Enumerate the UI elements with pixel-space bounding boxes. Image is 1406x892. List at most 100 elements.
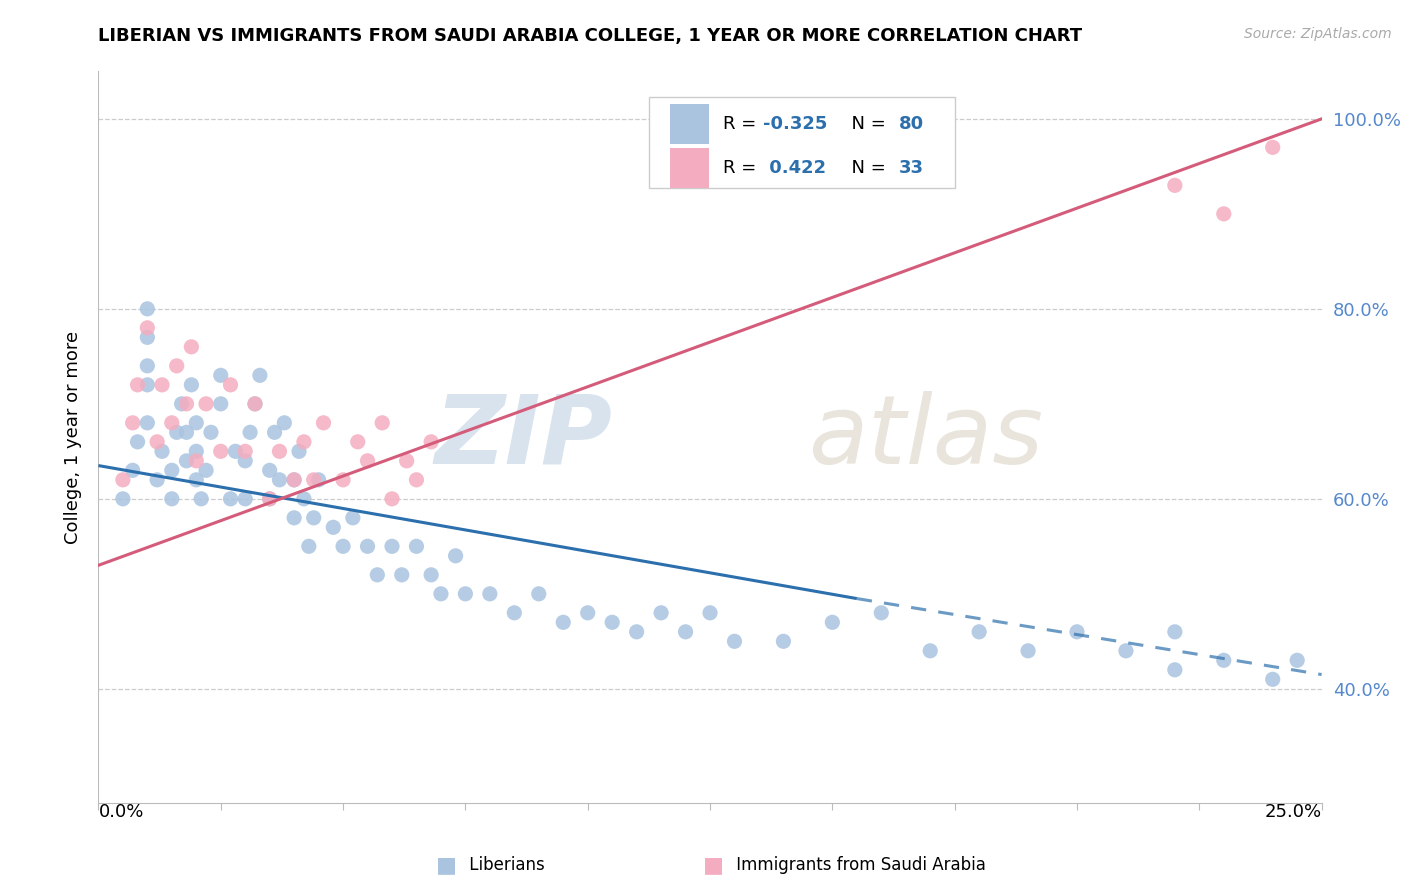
Point bbox=[308, 473, 330, 487]
Point bbox=[166, 359, 188, 373]
Point bbox=[821, 615, 844, 630]
Point bbox=[298, 539, 321, 553]
Point bbox=[136, 359, 159, 373]
Point bbox=[381, 539, 404, 553]
Point bbox=[259, 491, 281, 506]
Text: LIBERIAN VS IMMIGRANTS FROM SAUDI ARABIA COLLEGE, 1 YEAR OR MORE CORRELATION CHA: LIBERIAN VS IMMIGRANTS FROM SAUDI ARABIA… bbox=[98, 27, 1083, 45]
Point bbox=[186, 444, 208, 458]
Point bbox=[283, 473, 305, 487]
Point bbox=[444, 549, 467, 563]
Point bbox=[195, 397, 218, 411]
Point bbox=[395, 454, 418, 468]
Point bbox=[180, 340, 202, 354]
Point bbox=[600, 615, 623, 630]
Point bbox=[209, 368, 232, 383]
Point bbox=[219, 377, 242, 392]
Point bbox=[1212, 207, 1234, 221]
Point bbox=[576, 606, 599, 620]
Point bbox=[430, 587, 453, 601]
Point bbox=[176, 454, 198, 468]
Point bbox=[249, 368, 271, 383]
Point bbox=[146, 434, 169, 449]
Point bbox=[356, 454, 378, 468]
Text: atlas: atlas bbox=[808, 391, 1043, 483]
Point bbox=[170, 397, 193, 411]
Point bbox=[269, 473, 291, 487]
Point bbox=[302, 511, 325, 525]
Point bbox=[150, 377, 173, 392]
Point bbox=[527, 587, 550, 601]
Point bbox=[233, 444, 256, 458]
Point bbox=[967, 624, 990, 639]
Point bbox=[233, 491, 256, 506]
Point bbox=[1164, 178, 1187, 193]
Point bbox=[302, 473, 325, 487]
Point bbox=[209, 397, 232, 411]
Point bbox=[233, 454, 256, 468]
Point bbox=[405, 473, 427, 487]
Point bbox=[136, 330, 159, 344]
Point bbox=[136, 377, 159, 392]
Point bbox=[1164, 663, 1187, 677]
Point bbox=[332, 539, 354, 553]
Text: 25.0%: 25.0% bbox=[1264, 803, 1322, 821]
Point bbox=[121, 416, 143, 430]
Point bbox=[263, 425, 285, 440]
Text: 0.422: 0.422 bbox=[762, 159, 825, 177]
Text: -0.325: -0.325 bbox=[762, 115, 827, 133]
Point bbox=[626, 624, 648, 639]
Point bbox=[136, 321, 159, 335]
Point bbox=[136, 301, 159, 316]
Point bbox=[150, 444, 173, 458]
Point bbox=[176, 397, 198, 411]
Point bbox=[259, 463, 281, 477]
Point bbox=[1017, 644, 1039, 658]
Text: 0.0%: 0.0% bbox=[98, 803, 143, 821]
Point bbox=[176, 425, 198, 440]
Point bbox=[127, 377, 149, 392]
Point bbox=[420, 434, 443, 449]
Point bbox=[553, 615, 575, 630]
Point bbox=[346, 434, 368, 449]
Point bbox=[166, 425, 188, 440]
Point bbox=[870, 606, 893, 620]
Point bbox=[454, 587, 477, 601]
Point bbox=[121, 463, 143, 477]
Point bbox=[273, 416, 295, 430]
Point bbox=[381, 491, 404, 506]
Point bbox=[420, 567, 443, 582]
Text: ■: ■ bbox=[703, 855, 724, 875]
Point bbox=[1261, 673, 1284, 687]
Point bbox=[186, 454, 208, 468]
Point bbox=[160, 491, 183, 506]
Point bbox=[239, 425, 262, 440]
Text: Liberians: Liberians bbox=[464, 856, 544, 874]
Point bbox=[160, 416, 183, 430]
Point bbox=[111, 491, 134, 506]
Point bbox=[136, 416, 159, 430]
Point bbox=[127, 434, 149, 449]
Point bbox=[243, 397, 266, 411]
FancyBboxPatch shape bbox=[650, 97, 955, 188]
Point bbox=[224, 444, 246, 458]
Point bbox=[478, 587, 501, 601]
Point bbox=[269, 444, 291, 458]
Point bbox=[332, 473, 354, 487]
Text: N =: N = bbox=[839, 115, 891, 133]
Text: R =: R = bbox=[724, 159, 762, 177]
Point bbox=[186, 416, 208, 430]
Point bbox=[503, 606, 526, 620]
Point bbox=[209, 444, 232, 458]
Point bbox=[186, 473, 208, 487]
Point bbox=[322, 520, 344, 534]
Point bbox=[366, 567, 388, 582]
Text: ZIP: ZIP bbox=[434, 391, 612, 483]
Point bbox=[111, 473, 134, 487]
Point bbox=[283, 511, 305, 525]
Point bbox=[772, 634, 794, 648]
Text: 33: 33 bbox=[898, 159, 924, 177]
Point bbox=[160, 463, 183, 477]
Text: R =: R = bbox=[724, 115, 762, 133]
FancyBboxPatch shape bbox=[669, 104, 709, 145]
Point bbox=[219, 491, 242, 506]
